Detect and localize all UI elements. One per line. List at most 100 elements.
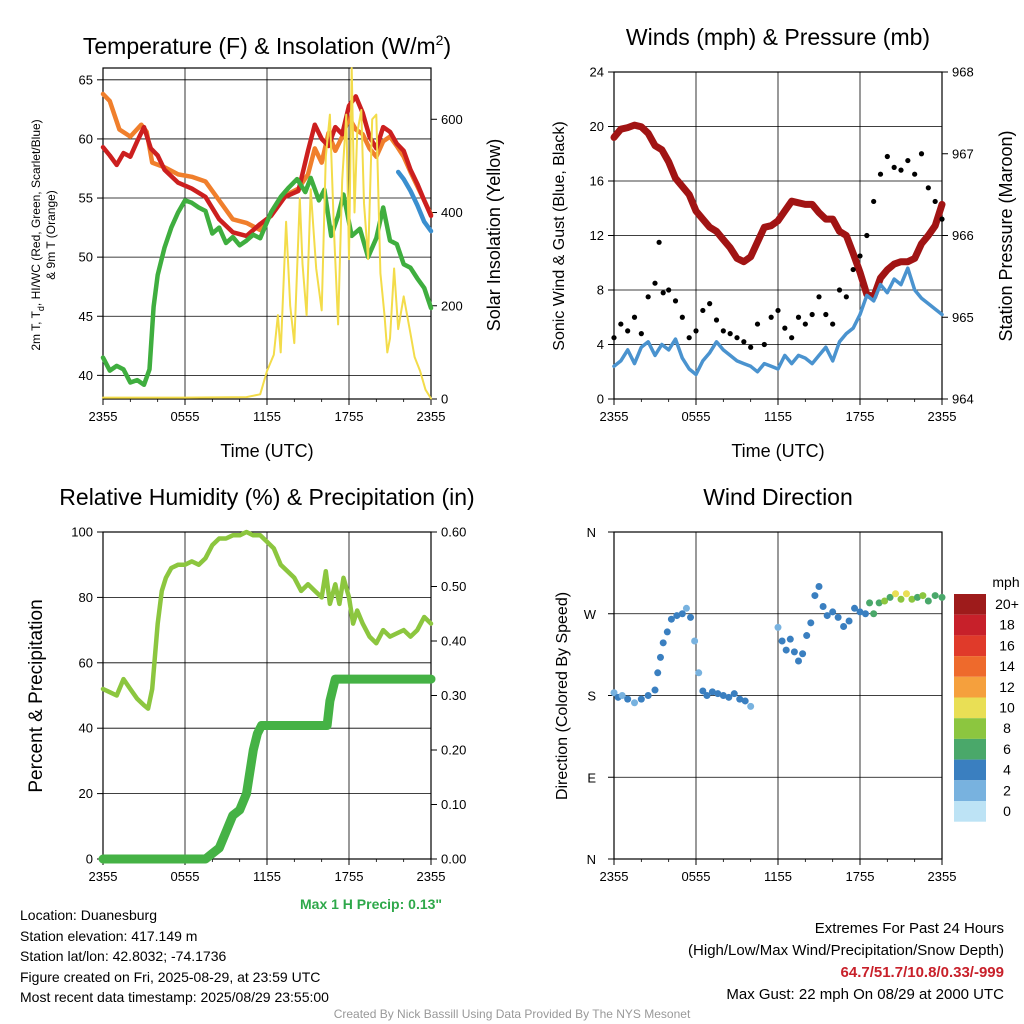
y-tick-label: 40	[79, 721, 93, 736]
x-tick-label: 0555	[682, 409, 711, 424]
direction-point	[624, 695, 632, 703]
direction-point	[875, 599, 883, 607]
direction-point	[747, 702, 755, 710]
direction-point	[870, 610, 878, 618]
station-info: Location: Duanesburg Station elevation: …	[20, 905, 329, 1008]
gust-point	[884, 153, 890, 160]
gust-point	[782, 325, 788, 331]
gust-point	[748, 344, 754, 350]
x-tick-label: 2355	[417, 869, 446, 884]
y2-tick-label: 0.00	[441, 852, 466, 867]
gust-point	[850, 266, 856, 273]
direction-point	[714, 690, 722, 698]
y-tick-label: 60	[79, 655, 93, 670]
x-tick-label: 1755	[846, 409, 875, 424]
chart-title-humidity: Relative Humidity (%) & Precipitation (i…	[59, 484, 474, 510]
y-tick-label: N	[587, 525, 596, 540]
direction-point	[774, 623, 782, 631]
direction-point	[845, 617, 853, 625]
legend-label: 6	[1003, 741, 1011, 757]
y-axis-label-direction: Direction (Colored By Speed)	[554, 592, 571, 800]
y2-tick-label: 600	[441, 112, 463, 127]
y-tick-label: 40	[79, 368, 93, 383]
max-precip-note: Max 1 H Precip: 0.13"	[300, 896, 443, 912]
gust-point	[857, 253, 863, 259]
direction-point	[687, 613, 695, 621]
y2-tick-label: 400	[441, 205, 463, 220]
gust-point	[720, 328, 726, 334]
direction-point	[938, 593, 946, 601]
direction-point	[659, 639, 667, 647]
direction-point	[695, 669, 703, 677]
direction-point	[829, 608, 837, 616]
gust-point	[802, 321, 808, 327]
gust-point	[795, 314, 802, 320]
x-tick-label: 2355	[89, 869, 118, 884]
y2-tick-label: 0.30	[441, 688, 466, 703]
gust-point	[618, 321, 624, 327]
direction-point	[631, 699, 638, 707]
direction-point	[931, 592, 939, 600]
direction-point	[610, 689, 618, 697]
extremes-heading: Extremes For Past 24 Hours	[814, 920, 1004, 937]
direction-point	[736, 695, 744, 703]
gust-point	[656, 239, 662, 245]
gust-point	[672, 298, 679, 304]
y-tick-label: 24	[590, 65, 604, 80]
extremes-panel: Extremes For Past 24 Hours (High/Low/Max…	[688, 918, 1004, 1006]
direction-point	[881, 597, 889, 605]
y-tick-label: 12	[590, 228, 604, 243]
temperature-series-2	[100, 94, 434, 239]
x-axis-label-temperature: Time (UTC)	[220, 441, 313, 461]
direction-point	[741, 697, 749, 705]
x-tick-label: 1755	[335, 869, 364, 884]
x-tick-label: 2355	[600, 409, 629, 424]
gust-point	[761, 341, 767, 348]
direction-point	[651, 686, 659, 694]
legend-swatch	[954, 594, 986, 615]
gust-point	[734, 335, 740, 341]
x-tick-label: 2355	[417, 409, 446, 424]
legend-swatch	[954, 697, 986, 719]
y-tick-label: E	[587, 770, 596, 785]
gust-point	[809, 311, 815, 318]
y-axis-label-winds: Sonic Wind & Gust (Blue, Black)	[551, 121, 568, 350]
x-tick-label: 0555	[171, 409, 200, 424]
gust-point	[686, 335, 692, 341]
direction-point	[663, 628, 671, 636]
x-tick-label: 2355	[89, 409, 118, 424]
legend-label: 2	[1003, 782, 1011, 798]
gust-point	[816, 294, 822, 300]
direction-point	[691, 637, 699, 645]
direction-point	[897, 595, 905, 603]
x-tick-label: 2355	[600, 869, 629, 884]
direction-point	[682, 604, 690, 612]
direction-point	[719, 692, 727, 699]
direction-point	[913, 593, 921, 601]
gust-point	[700, 307, 706, 314]
direction-point	[703, 692, 711, 699]
chart-title-winds: Winds (mph) & Pressure (mb)	[626, 24, 930, 50]
temperature-series-1	[100, 91, 434, 233]
direction-point	[840, 622, 848, 630]
legend-title: mph	[992, 574, 1019, 590]
gust-point	[713, 317, 720, 323]
direction-point	[786, 635, 794, 643]
y2-tick-label: 967	[952, 146, 974, 161]
x-tick-label: 1755	[335, 409, 364, 424]
temperature-series-5	[102, 67, 432, 400]
y-tick-label: 4	[597, 337, 604, 352]
gust-point	[631, 314, 638, 320]
legend-label: 16	[999, 637, 1015, 653]
y2-tick-label: 0.60	[441, 525, 466, 540]
legend-label: 10	[999, 700, 1015, 716]
gust-point	[898, 167, 904, 173]
y2-tick-label: 966	[952, 228, 974, 243]
direction-point	[924, 597, 932, 605]
gust-point	[871, 198, 877, 205]
direction-point	[908, 595, 916, 603]
x-tick-label: 0555	[682, 869, 711, 884]
y2-tick-label: 964	[952, 392, 974, 407]
gust-point	[679, 314, 685, 320]
